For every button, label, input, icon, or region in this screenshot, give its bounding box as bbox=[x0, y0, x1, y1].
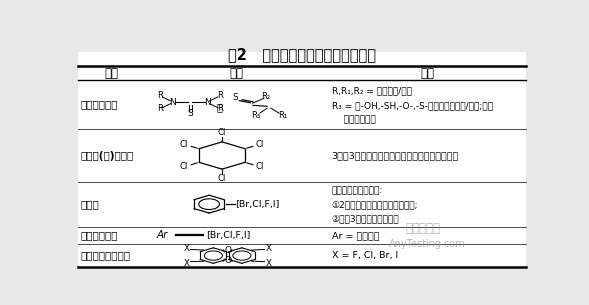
Text: S: S bbox=[233, 93, 239, 102]
Text: 表2   非遗传毒性致癌物的警示结构: 表2 非遗传毒性致癌物的警示结构 bbox=[228, 47, 376, 62]
Text: 卤代苯: 卤代苯 bbox=[81, 199, 99, 209]
Text: N: N bbox=[169, 98, 176, 107]
Text: AnyTesting.com: AnyTesting.com bbox=[389, 239, 466, 249]
Text: X: X bbox=[266, 244, 271, 253]
Text: R: R bbox=[217, 91, 223, 100]
Text: Cl: Cl bbox=[218, 174, 226, 183]
Text: 硫甲酸酯除外: 硫甲酸酯除外 bbox=[332, 116, 375, 125]
Text: R₁: R₁ bbox=[278, 111, 287, 120]
Text: 嘉峪检测网: 嘉峪检测网 bbox=[405, 221, 441, 235]
Text: R₃ = 除-OH,-SH,-O-,-S-之外的任何原子/基团;氨基: R₃ = 除-OH,-SH,-O-,-S-之外的任何原子/基团;氨基 bbox=[332, 101, 492, 110]
Text: R: R bbox=[157, 91, 163, 100]
Text: Cl: Cl bbox=[180, 140, 188, 149]
Text: 结构: 结构 bbox=[230, 66, 244, 80]
Text: 卤代多环芳烃: 卤代多环芳烃 bbox=[81, 231, 118, 240]
Text: 硫酸基衍生物: 硫酸基衍生物 bbox=[81, 100, 118, 109]
Text: 多卤代(多)环烷烃: 多卤代(多)环烷烃 bbox=[81, 150, 134, 160]
Text: [Br,Cl,F,I]: [Br,Cl,F,I] bbox=[235, 200, 280, 209]
Text: 备注: 备注 bbox=[421, 66, 435, 80]
Text: Cl: Cl bbox=[180, 162, 188, 171]
Text: X: X bbox=[266, 259, 271, 267]
Text: S: S bbox=[187, 109, 193, 118]
Text: Ar: Ar bbox=[157, 231, 168, 240]
Text: 名称: 名称 bbox=[104, 66, 118, 80]
Text: N: N bbox=[204, 98, 211, 107]
Text: X = F, Cl, Br, I: X = F, Cl, Br, I bbox=[332, 251, 398, 260]
Text: R,R₁,R₂ = 任何原子/基团: R,R₁,R₂ = 任何原子/基团 bbox=[332, 86, 412, 95]
Text: Cl: Cl bbox=[256, 140, 264, 149]
Text: Cl: Cl bbox=[256, 162, 264, 171]
Text: ①2个取代卤素原子呈邻位或间位;: ①2个取代卤素原子呈邻位或间位; bbox=[332, 200, 418, 209]
Text: Cl: Cl bbox=[218, 128, 226, 138]
Text: 3个或3个以上的卤素原子连结在同一个环烷烃上: 3个或3个以上的卤素原子连结在同一个环烷烃上 bbox=[332, 151, 459, 160]
Text: R₂: R₂ bbox=[261, 92, 270, 101]
Text: O: O bbox=[224, 246, 231, 255]
Text: O: O bbox=[224, 256, 231, 265]
Text: 卤代二苯并二噁烷: 卤代二苯并二噁烷 bbox=[81, 251, 131, 260]
Text: X: X bbox=[184, 259, 190, 267]
Text: Ar = 萘或蒽苯: Ar = 萘或蒽苯 bbox=[332, 231, 379, 240]
Text: ②含有3个以上的羟基取代: ②含有3个以上的羟基取代 bbox=[332, 214, 399, 223]
Text: R₃: R₃ bbox=[251, 111, 260, 120]
Text: 不包括以下两种情况:: 不包括以下两种情况: bbox=[332, 187, 383, 196]
Text: X: X bbox=[184, 244, 190, 253]
Text: R: R bbox=[157, 104, 163, 113]
Text: R: R bbox=[217, 104, 223, 113]
Text: 或: 或 bbox=[217, 102, 223, 112]
Text: [Br,Cl,F,I]: [Br,Cl,F,I] bbox=[206, 231, 250, 240]
